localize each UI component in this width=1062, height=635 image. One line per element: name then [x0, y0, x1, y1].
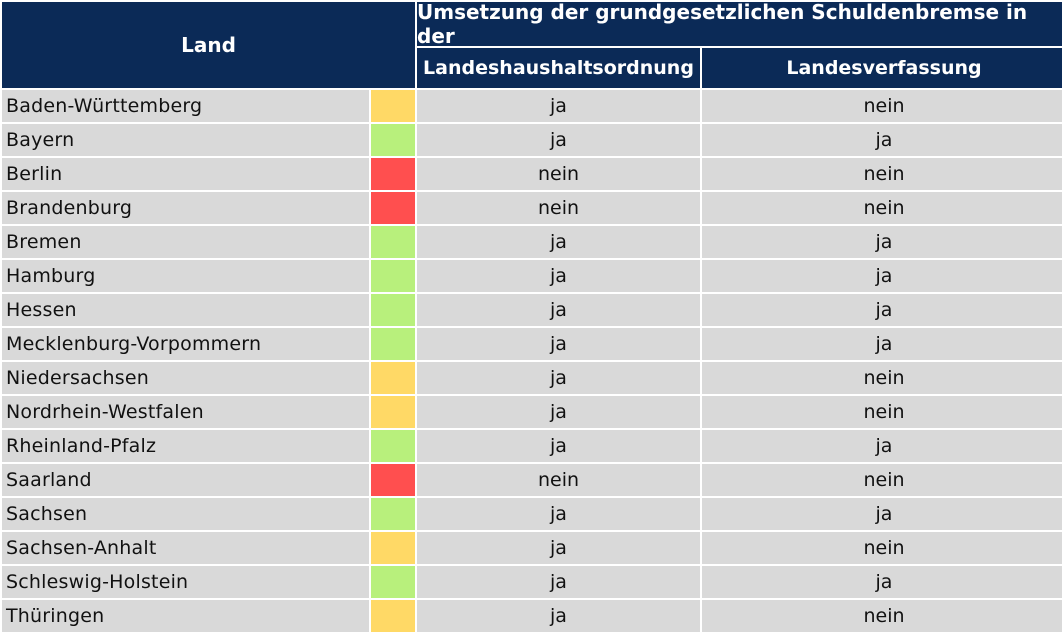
- landesverfassung-value: ja: [702, 430, 1062, 462]
- landeshaushaltsordnung-value: ja: [417, 498, 700, 530]
- landeshaushaltsordnung-value: ja: [417, 124, 700, 156]
- land-name-cell: Niedersachsen: [2, 362, 369, 394]
- landeshaushaltsordnung-value: ja: [417, 260, 700, 292]
- landeshaushaltsordnung-value: ja: [417, 566, 700, 598]
- land-name-cell: Bremen: [2, 226, 369, 258]
- status-color-swatch: [371, 464, 415, 496]
- landeshaushaltsordnung-value: nein: [417, 158, 700, 190]
- landesverfassung-value: nein: [702, 532, 1062, 564]
- status-color-swatch: [371, 260, 415, 292]
- status-color-swatch: [371, 90, 415, 122]
- landeshaushaltsordnung-value: ja: [417, 430, 700, 462]
- header-umsetzung: Umsetzung der grundgesetzlichen Schulden…: [417, 0, 1062, 48]
- landesverfassung-value: ja: [702, 294, 1062, 326]
- landesverfassung-value: nein: [702, 158, 1062, 190]
- status-indicator-cell: [371, 294, 415, 326]
- landesverfassung-value: ja: [702, 328, 1062, 360]
- status-color-swatch: [371, 600, 415, 632]
- landesverfassung-value: ja: [702, 226, 1062, 258]
- landesverfassung-value: ja: [702, 566, 1062, 598]
- land-name-cell: Berlin: [2, 158, 369, 190]
- status-indicator-cell: [371, 328, 415, 360]
- header-landesverfassung: Landesverfassung: [702, 48, 1062, 88]
- status-color-swatch: [371, 294, 415, 326]
- status-color-swatch: [371, 362, 415, 394]
- land-name-cell: Mecklenburg-Vorpommern: [2, 328, 369, 360]
- landesverfassung-value: nein: [702, 464, 1062, 496]
- landesverfassung-value: ja: [702, 260, 1062, 292]
- status-indicator-cell: [371, 260, 415, 292]
- landeshaushaltsordnung-value: ja: [417, 532, 700, 564]
- landeshaushaltsordnung-value: ja: [417, 396, 700, 428]
- status-indicator-cell: [371, 600, 415, 632]
- status-color-swatch: [371, 396, 415, 428]
- land-name-cell: Nordrhein-Westfalen: [2, 396, 369, 428]
- land-name-cell: Saarland: [2, 464, 369, 496]
- landesverfassung-value: nein: [702, 362, 1062, 394]
- status-indicator-cell: [371, 192, 415, 224]
- landeshaushaltsordnung-value: nein: [417, 464, 700, 496]
- status-color-swatch: [371, 566, 415, 598]
- status-color-swatch: [371, 158, 415, 190]
- land-name-cell: Sachsen-Anhalt: [2, 532, 369, 564]
- status-color-swatch: [371, 532, 415, 564]
- landeshaushaltsordnung-value: ja: [417, 362, 700, 394]
- land-name-cell: Hessen: [2, 294, 369, 326]
- landesverfassung-value: nein: [702, 396, 1062, 428]
- status-indicator-cell: [371, 498, 415, 530]
- landeshaushaltsordnung-value: ja: [417, 90, 700, 122]
- status-indicator-cell: [371, 566, 415, 598]
- status-indicator-cell: [371, 226, 415, 258]
- status-color-swatch: [371, 124, 415, 156]
- status-indicator-cell: [371, 396, 415, 428]
- landeshaushaltsordnung-value: ja: [417, 226, 700, 258]
- status-indicator-cell: [371, 532, 415, 564]
- status-indicator-cell: [371, 362, 415, 394]
- status-indicator-cell: [371, 158, 415, 190]
- land-name-cell: Bayern: [2, 124, 369, 156]
- land-name-cell: Baden-Württemberg: [2, 90, 369, 122]
- landesverfassung-value: ja: [702, 498, 1062, 530]
- land-name-cell: Brandenburg: [2, 192, 369, 224]
- status-color-swatch: [371, 498, 415, 530]
- land-name-cell: Thüringen: [2, 600, 369, 632]
- status-indicator-cell: [371, 124, 415, 156]
- header-landeshaushaltsordnung: Landeshaushaltsordnung: [417, 48, 700, 88]
- status-indicator-cell: [371, 90, 415, 122]
- landesverfassung-value: nein: [702, 90, 1062, 122]
- status-indicator-cell: [371, 464, 415, 496]
- landesverfassung-value: ja: [702, 124, 1062, 156]
- status-color-swatch: [371, 192, 415, 224]
- status-indicator-cell: [371, 430, 415, 462]
- landeshaushaltsordnung-value: nein: [417, 192, 700, 224]
- landeshaushaltsordnung-value: ja: [417, 294, 700, 326]
- land-name-cell: Rheinland-Pfalz: [2, 430, 369, 462]
- status-color-swatch: [371, 226, 415, 258]
- status-color-swatch: [371, 328, 415, 360]
- landeshaushaltsordnung-value: ja: [417, 328, 700, 360]
- land-name-cell: Schleswig-Holstein: [2, 566, 369, 598]
- landesverfassung-value: nein: [702, 600, 1062, 632]
- landesverfassung-value: nein: [702, 192, 1062, 224]
- header-land: Land: [2, 2, 415, 88]
- land-name-cell: Hamburg: [2, 260, 369, 292]
- land-name-cell: Sachsen: [2, 498, 369, 530]
- status-color-swatch: [371, 430, 415, 462]
- landeshaushaltsordnung-value: ja: [417, 600, 700, 632]
